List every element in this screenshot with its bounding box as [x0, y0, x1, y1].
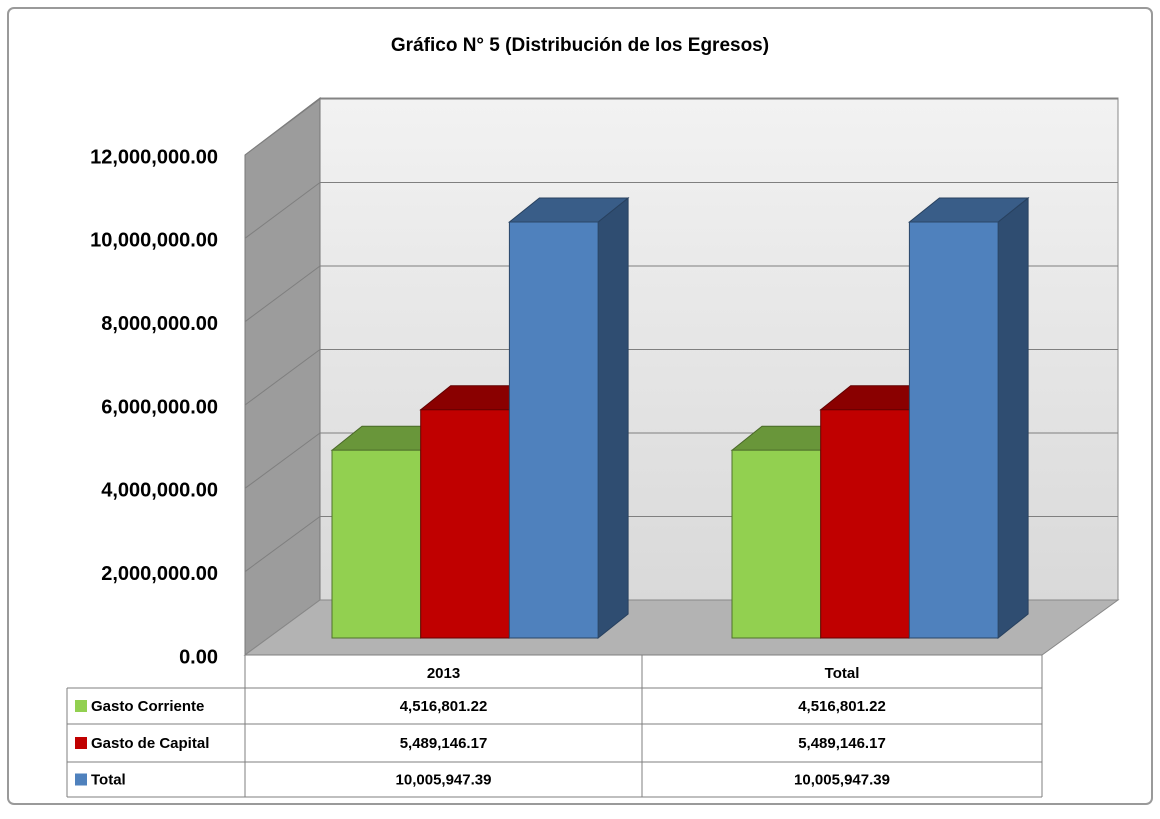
- bar-side: [997, 196, 1029, 640]
- side-grid-line: [244, 98, 321, 156]
- x-tick-label: 2013: [427, 665, 460, 682]
- side-grid-line: [244, 349, 321, 406]
- bar: [420, 409, 510, 639]
- table-value: 4,516,801.22: [798, 698, 886, 715]
- side-grid-line: [244, 265, 321, 323]
- y-tick-label: 0.00: [179, 646, 218, 668]
- bar: [908, 221, 999, 639]
- legend-swatch: [75, 773, 87, 786]
- y-tick-label: 4,000,000.00: [101, 480, 218, 502]
- y-tick-label: 12,000,000.00: [90, 146, 218, 168]
- bar: [331, 449, 422, 639]
- table-value: 10,005,947.39: [396, 771, 492, 788]
- bar: [731, 449, 822, 639]
- side-grid-line: [244, 516, 321, 573]
- y-tick-label: 2,000,000.00: [101, 563, 218, 585]
- x-tick-label: Total: [825, 665, 860, 682]
- legend-swatch: [75, 700, 87, 712]
- legend-label: Gasto de Capital: [91, 735, 209, 752]
- legend-label: Gasto Corriente: [91, 698, 204, 715]
- bar: [820, 409, 910, 639]
- side-wall: [244, 96, 321, 656]
- table-value: 10,005,947.39: [794, 771, 890, 788]
- table-value: 5,489,146.17: [400, 735, 488, 752]
- bar-side: [597, 196, 629, 640]
- table-value: 5,489,146.17: [798, 735, 886, 752]
- legend-label: Total: [91, 771, 126, 788]
- bar: [508, 221, 599, 639]
- y-tick-label: 10,000,000.00: [90, 230, 218, 252]
- chart-title: Gráfico N° 5 (Distribución de los Egreso…: [391, 35, 769, 56]
- y-tick-label: 8,000,000.00: [101, 313, 218, 335]
- side-grid-line: [244, 432, 321, 489]
- side-grid-line: [244, 182, 321, 239]
- table-value: 4,516,801.22: [400, 698, 488, 715]
- legend-swatch: [75, 737, 87, 749]
- y-tick-label: 6,000,000.00: [101, 396, 218, 418]
